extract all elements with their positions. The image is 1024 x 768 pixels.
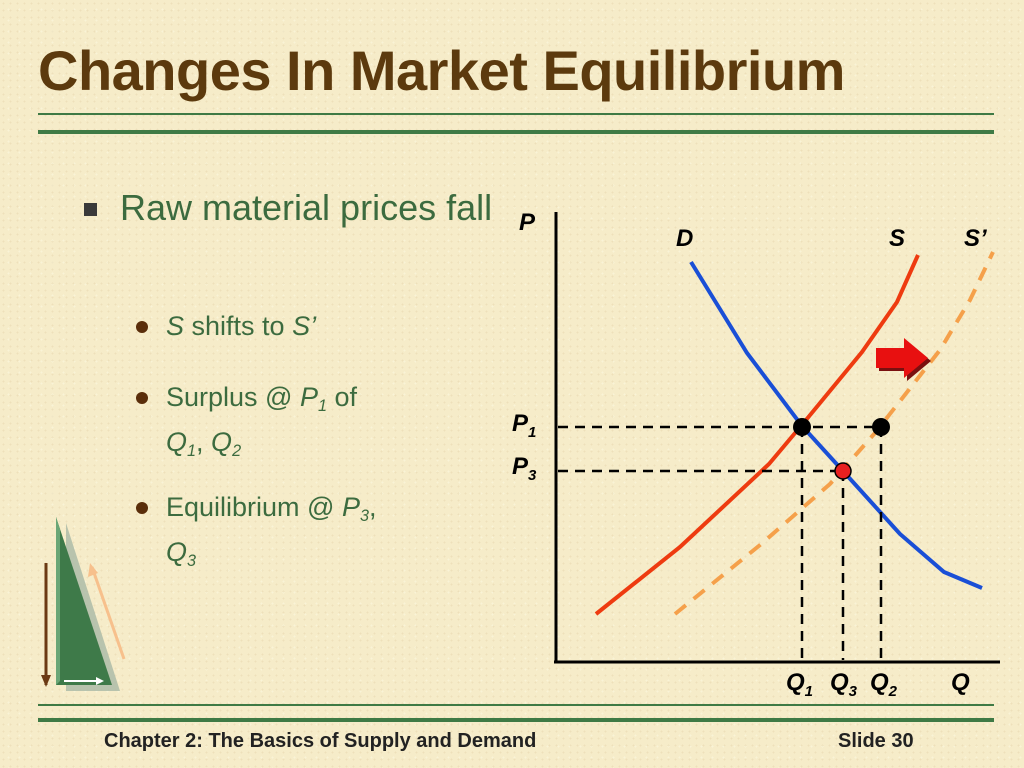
axis-label-q: Q bbox=[951, 669, 970, 696]
label-p3: P3 bbox=[512, 453, 537, 484]
demand-curve bbox=[689, 260, 983, 590]
label-supply-shifted: S’ bbox=[964, 225, 987, 252]
shift-arrow-icon bbox=[876, 338, 931, 381]
footer-divider-thick bbox=[38, 718, 994, 722]
title-divider-thick bbox=[38, 130, 994, 134]
supply-curve bbox=[594, 254, 920, 616]
label-supply: S bbox=[889, 225, 905, 252]
round-bullet-icon bbox=[136, 392, 148, 404]
square-bullet-icon bbox=[84, 203, 97, 216]
sub-bullet-shift-text: S shifts to S’ bbox=[166, 311, 317, 341]
axis-label-p: P bbox=[519, 209, 536, 236]
sub-bullet-equilibrium-text: Equilibrium @ P3, Q3 bbox=[166, 492, 377, 570]
round-bullet-icon bbox=[136, 321, 148, 333]
footer-chapter: Chapter 2: The Basics of Supply and Dema… bbox=[104, 730, 537, 752]
slide-title: Changes In Market Equilibrium bbox=[38, 39, 845, 102]
label-p1: P1 bbox=[512, 410, 536, 441]
round-bullet-icon bbox=[136, 502, 148, 514]
bullet-main-text: Raw material prices fall bbox=[120, 187, 493, 228]
decorative-triangle-icon bbox=[41, 517, 126, 691]
sub-bullet-surplus-text: Surplus @ P1 of Q1, Q2 bbox=[166, 382, 358, 460]
footer-slide-number: Slide 30 bbox=[838, 730, 914, 752]
title-divider-thin bbox=[38, 113, 994, 115]
label-demand: D bbox=[676, 225, 693, 252]
label-q1: Q1 bbox=[786, 669, 813, 700]
new-equilibrium-point bbox=[834, 462, 852, 480]
footer-divider-thin bbox=[38, 704, 994, 706]
surplus-point bbox=[872, 418, 890, 436]
old-equilibrium-point bbox=[793, 418, 811, 436]
supply-shifted-curve bbox=[673, 251, 995, 616]
label-q3: Q3 bbox=[830, 669, 858, 700]
label-q2: Q2 bbox=[870, 669, 898, 700]
